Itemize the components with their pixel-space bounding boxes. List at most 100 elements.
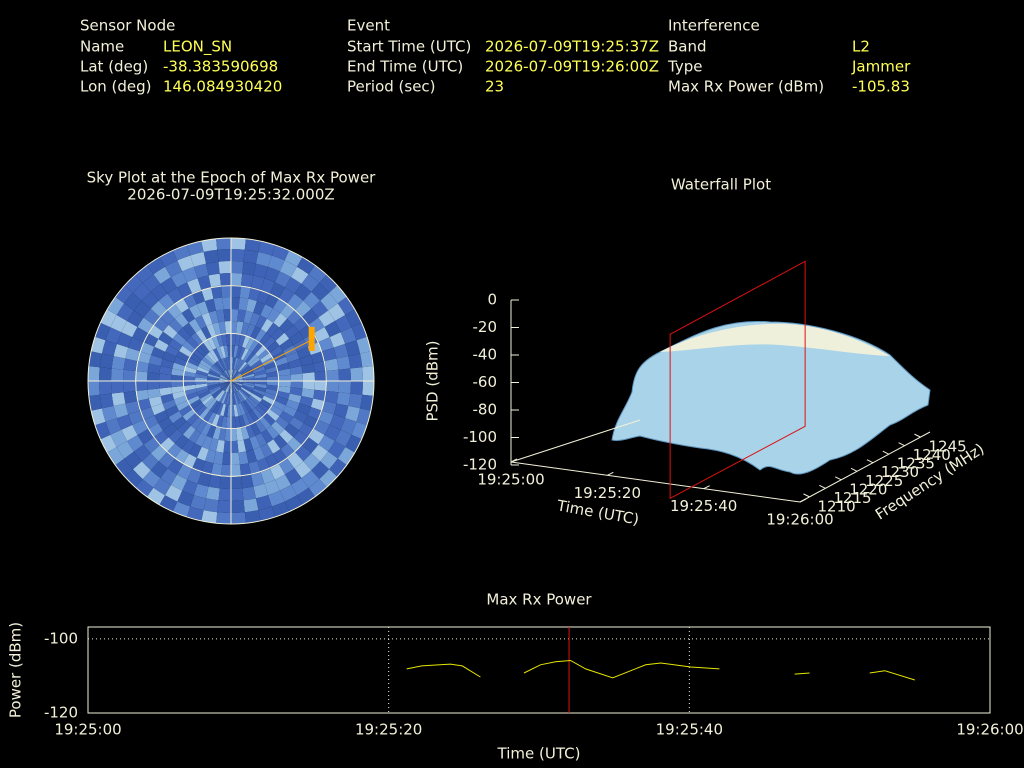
sky-cell: [310, 398, 325, 411]
sky-cell: [239, 285, 251, 299]
sky-cell: [113, 403, 129, 419]
sky-cell: [257, 348, 270, 360]
x-tick-label: 19:26:00: [956, 721, 1023, 739]
sky-cell: [231, 284, 241, 298]
sky-cell: [158, 452, 175, 469]
sky-cell: [279, 287, 295, 304]
sky-cell: [186, 241, 204, 256]
sky-cell: [288, 358, 302, 369]
sky-cell: [223, 345, 229, 358]
sky-cell: [241, 273, 254, 288]
sky-cell: [165, 405, 179, 417]
sky-cell: [213, 363, 223, 373]
sky-cell: [222, 297, 231, 310]
sky-cell: [231, 381, 242, 389]
sky-cell: [260, 399, 273, 410]
sky-cell: [171, 474, 188, 491]
sky-cell: [226, 357, 230, 370]
sky-cell: [238, 389, 248, 401]
sky-cell: [174, 434, 189, 449]
sky-cell: [247, 397, 258, 408]
sky-cell: [172, 362, 186, 371]
sky-cell: [165, 484, 183, 502]
sky-cell: [221, 333, 228, 346]
sky-cell: [253, 369, 267, 376]
sky-cell: [160, 393, 174, 404]
sky-cell: [207, 383, 220, 389]
sky-cell: [245, 398, 256, 411]
sky-cell: [189, 304, 202, 319]
sky-cell: [132, 327, 148, 342]
y-tick-label: 1240: [913, 446, 951, 464]
sky-cell: [176, 351, 190, 362]
sky-cell: [199, 359, 212, 369]
sky-cell: [195, 405, 207, 417]
sky-cell: [248, 287, 261, 302]
sky-cell: [263, 413, 276, 426]
sky-cell: [291, 478, 309, 496]
sky-cell: [269, 405, 283, 417]
sky-cell: [196, 301, 209, 316]
sky-cell: [137, 429, 154, 445]
sky-cell: [236, 428, 244, 441]
sky-cell: [239, 463, 251, 477]
sky-cell: [356, 336, 371, 354]
sky-cell: [253, 446, 266, 461]
field-label: Start Time (UTC): [347, 38, 471, 56]
sky-cell: [168, 318, 183, 333]
field-label: Lat (deg): [80, 58, 148, 76]
sky-cell: [167, 287, 183, 304]
sat-vector: [230, 339, 312, 382]
sky-cell: [137, 351, 152, 364]
sky-cell: [219, 345, 226, 359]
sky-cell: [190, 332, 203, 346]
sky-cell: [241, 426, 250, 440]
sky-cell: [195, 377, 208, 381]
sky-cell: [240, 401, 249, 414]
sky-cell: [223, 440, 231, 453]
sky-cell: [183, 371, 196, 378]
sky-cell: [231, 371, 239, 381]
sky-cell: [265, 366, 278, 374]
sky-cell: [273, 434, 288, 449]
sky-cell: [231, 369, 234, 381]
sky-cell: [263, 392, 277, 401]
sky-cell: [249, 410, 260, 423]
sky-cell: [159, 373, 172, 381]
sky-cell: [242, 381, 256, 384]
sky-cell: [284, 324, 299, 339]
sky-cell: [314, 371, 328, 381]
sky-cell: [225, 370, 231, 381]
sky-cell: [295, 300, 312, 317]
sky-cell: [216, 512, 231, 524]
z-tick-label: -40: [473, 346, 498, 364]
sky-cell: [231, 309, 239, 322]
sky-cell: [275, 416, 290, 430]
sky-cell: [189, 399, 202, 410]
sky-cell: [158, 417, 173, 431]
y-tick-label: 1215: [833, 489, 871, 507]
x-tick-label: 19:26:00: [766, 511, 833, 529]
z-tick-label: -100: [463, 428, 497, 446]
sky-cell: [313, 389, 327, 401]
sky-cell: [205, 298, 216, 313]
y-axis-label: Power (dBm): [7, 622, 25, 718]
sky-cell: [326, 381, 339, 393]
sky-cell: [226, 333, 231, 346]
x-tick-label: 19:25:40: [656, 721, 723, 739]
sky-cell: [219, 377, 231, 381]
sky-cell: [170, 374, 184, 381]
field-label: Name: [80, 38, 124, 56]
sky-cell: [181, 308, 195, 323]
sky-cell: [209, 400, 219, 413]
sky-cell: [111, 381, 124, 394]
sky-cell: [302, 381, 315, 390]
sky-cell: [257, 289, 270, 305]
sky-cell: [233, 392, 239, 405]
sky-cell: [234, 333, 241, 346]
sky-cell: [185, 361, 199, 370]
sky-cell: [195, 383, 208, 389]
sky-cell: [147, 381, 160, 390]
sky-cell: [245, 424, 256, 439]
sky-cell: [231, 372, 240, 381]
